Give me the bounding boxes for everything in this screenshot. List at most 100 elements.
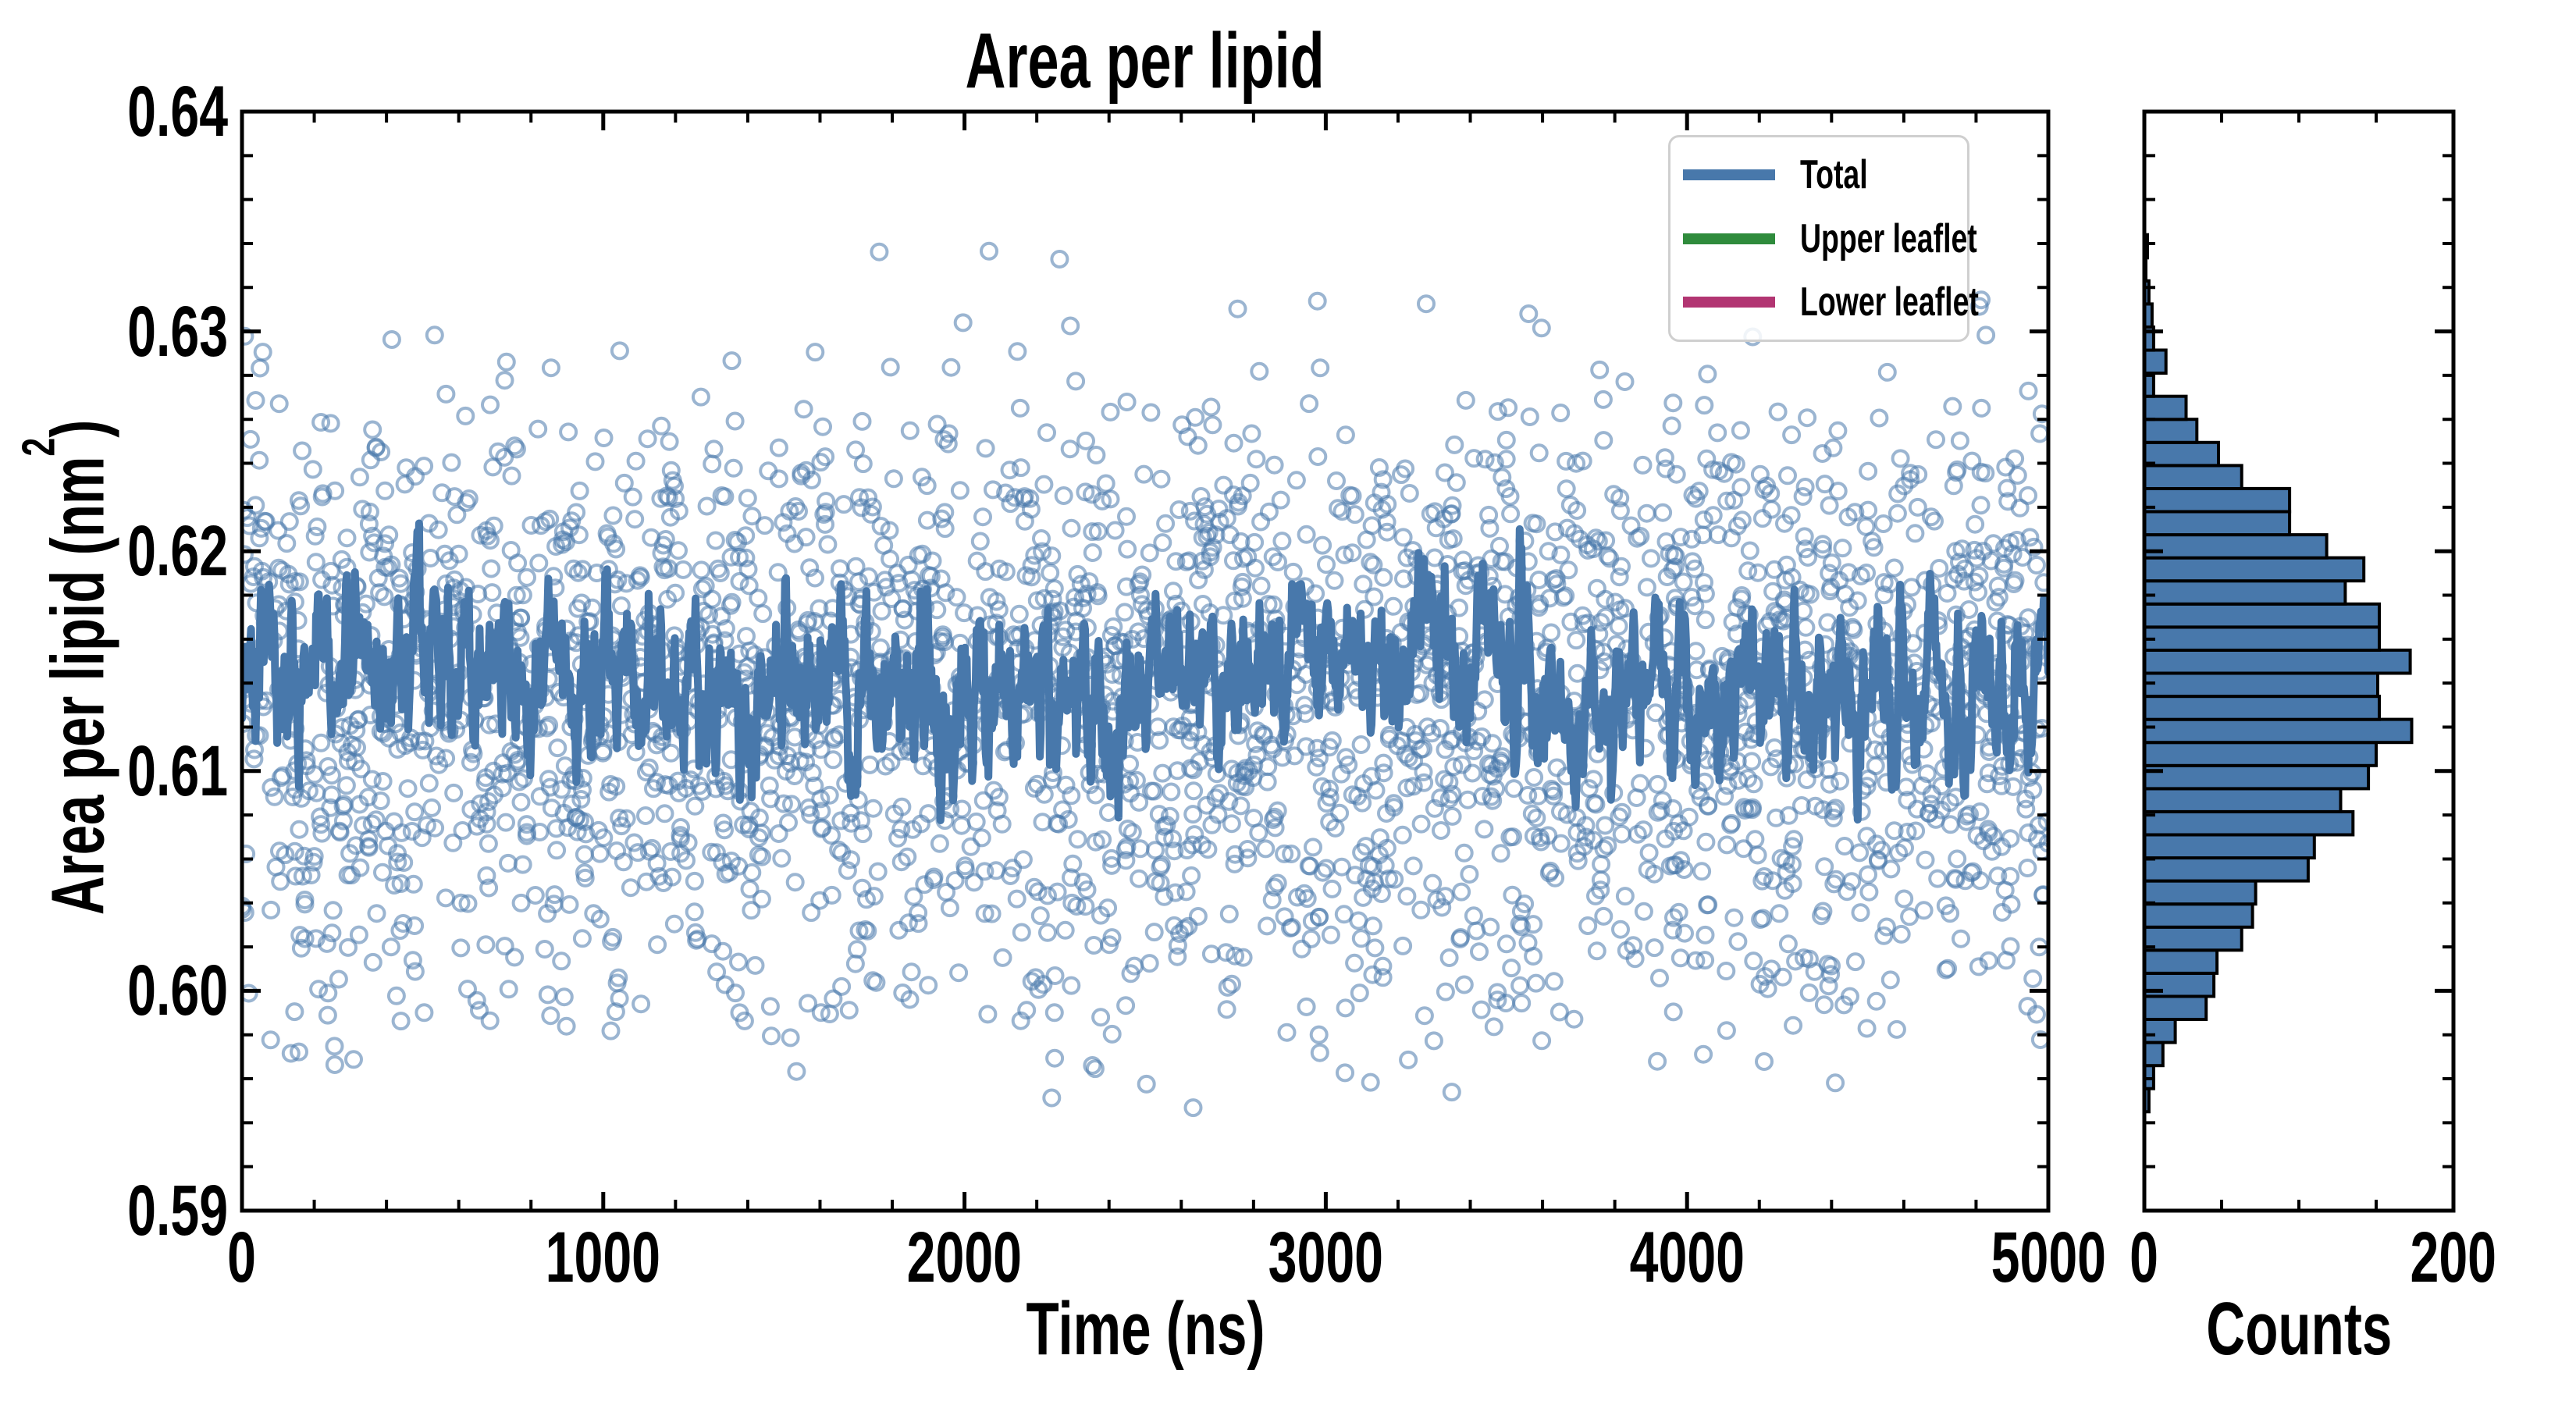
scatter-point [1086, 785, 1105, 805]
scatter-point [1820, 774, 1839, 794]
scatter-point [242, 903, 254, 922]
scatter-point [306, 929, 326, 948]
scatter-point [436, 888, 455, 908]
scatter-point [1308, 738, 1327, 758]
scatter-point [1452, 755, 1471, 774]
scatter-point [724, 458, 743, 478]
scatter-point [576, 824, 596, 844]
scatter-point [346, 752, 365, 772]
scatter-point [1587, 941, 1606, 961]
scatter-point [1593, 389, 1613, 409]
scatter-point [976, 439, 995, 458]
scatter-point [1446, 473, 1466, 493]
histogram-bar [2144, 348, 2168, 375]
histogram-bar [2144, 741, 2378, 767]
scatter-point [760, 776, 779, 795]
scatter-point [782, 795, 801, 814]
scatter-point [250, 450, 269, 470]
scatter-point [924, 867, 944, 887]
scatter-point [639, 841, 659, 861]
scatter-point [1179, 916, 1198, 936]
scatter-point [1827, 870, 1846, 889]
scatter-point [405, 962, 425, 981]
scatter-point [973, 791, 993, 810]
scatter-point [1007, 889, 1026, 909]
scatter-point [1512, 994, 1532, 1013]
scatter-point [1742, 752, 1762, 771]
scatter-point [301, 866, 321, 884]
scatter-point [729, 952, 748, 972]
scatter-point [1526, 973, 1546, 993]
scatter-point [311, 815, 331, 834]
scatter-point [1361, 1072, 1380, 1092]
scatter-point [1576, 816, 1596, 835]
scatter-point [382, 330, 401, 349]
scatter-point [2023, 969, 2043, 988]
scatter-point [493, 778, 512, 798]
scatter-point [1414, 773, 1434, 792]
scatter-point [1385, 870, 1404, 889]
scatter-point [1753, 909, 1773, 928]
scatter-point [1799, 949, 1819, 969]
scatter-point [322, 923, 342, 943]
histogram-bar [2144, 809, 2355, 837]
scatter-point [405, 916, 425, 935]
scatter-point [1443, 806, 1462, 826]
scatter-point [1304, 838, 1322, 857]
scatter-point [1098, 898, 1118, 918]
scatter-point [1488, 983, 1507, 1002]
scatter-point [614, 473, 634, 493]
scatter-point [1791, 796, 1811, 815]
scatter-point [1645, 864, 1664, 884]
scatter-point [853, 824, 873, 844]
scatter-point [1940, 793, 1959, 813]
scatter-point [303, 460, 322, 479]
scatter-point [1877, 362, 1897, 382]
scatter-point [891, 820, 911, 839]
scatter-point [575, 863, 594, 883]
ylabel-superscript: 2 [12, 437, 65, 457]
scatter-point [871, 638, 890, 657]
scatter-point [941, 357, 961, 377]
scatter-point [547, 841, 567, 860]
scatter-point [1988, 866, 2008, 886]
scatter-point [1615, 887, 1635, 906]
histogram-bars [2144, 233, 2414, 1114]
scatter-point [913, 756, 933, 776]
scatter-point [881, 357, 900, 377]
scatter-point [1866, 756, 1885, 776]
scatter-point [841, 813, 861, 833]
scatter-point [1322, 879, 1342, 898]
scatter-point [714, 771, 734, 791]
scatter-point [1083, 1056, 1102, 1075]
scatter-point [1479, 754, 1499, 774]
scatter-point [1102, 1024, 1122, 1044]
scatter-point [337, 528, 357, 548]
scatter-point [1698, 365, 1717, 384]
scatter-point [1149, 805, 1169, 824]
scatter-point [1226, 946, 1245, 966]
histogram-bar [2144, 579, 2347, 606]
scatter-point [1282, 845, 1301, 863]
scatter-point [904, 887, 923, 906]
scatter-point [1117, 393, 1137, 411]
scatter-point [1463, 763, 1482, 783]
scatter-point [1490, 536, 1509, 556]
scatter-point [1155, 827, 1174, 847]
scatter-point [681, 770, 700, 790]
scatter-point [1482, 787, 1501, 806]
scatter-point [752, 889, 771, 909]
scatter-point [729, 856, 749, 876]
scatter-point [1008, 342, 1027, 361]
scatter-point [1979, 820, 1998, 839]
scatter-point [511, 792, 531, 812]
scatter-point [554, 987, 574, 1007]
scatter-point [1731, 421, 1750, 440]
scatter-point [2019, 823, 2038, 842]
legend: Total Upper leaflet Lower leaflet [1668, 135, 1979, 342]
scatter-point [1502, 959, 1521, 978]
histogram-bar [2144, 787, 2343, 813]
scatter-point [909, 903, 928, 923]
scatter-point [1044, 579, 1064, 599]
